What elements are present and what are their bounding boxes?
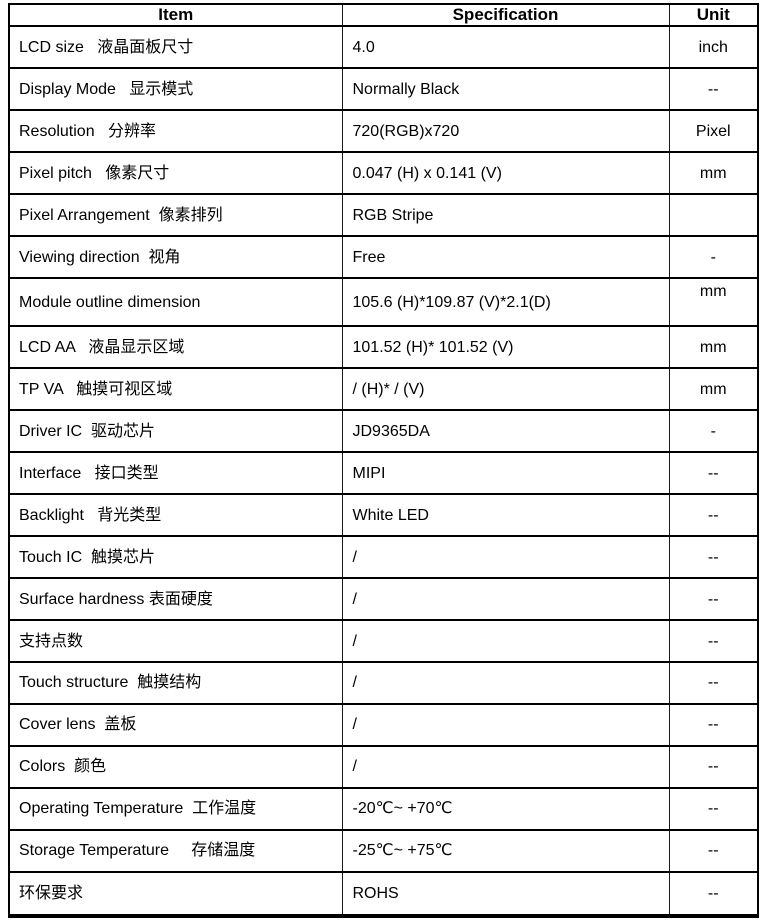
cell-item: Pixel pitch 像素尺寸 [9, 151, 342, 195]
table-row: LCD size 液晶面板尺寸 4.0 inch [9, 25, 758, 69]
table-row: Touch IC 触摸芯片 / -- [9, 535, 758, 579]
cell-spec: JD9365DA [341, 409, 669, 453]
cell-item: LCD AA 液晶显示区域 [9, 325, 342, 369]
table-row: Colors 颜色 / -- [9, 745, 758, 789]
cell-unit: mm [668, 325, 758, 369]
header-unit: Unit [668, 4, 758, 27]
cell-unit: - [668, 409, 758, 453]
cell-unit: -- [668, 787, 758, 831]
cell-item: Pixel Arrangement 像素排列 [9, 193, 342, 237]
cell-spec: / [341, 535, 669, 579]
cell-spec: -25℃~ +75℃ [341, 829, 669, 873]
cell-item: Operating Temperature 工作温度 [9, 787, 342, 831]
cell-item: Storage Temperature 存储温度 [9, 829, 342, 873]
cell-unit: -- [668, 703, 758, 747]
header-row: Item Specification Unit [9, 4, 758, 27]
cell-spec: White LED [341, 493, 669, 537]
cell-item: Backlight 背光类型 [9, 493, 342, 537]
cell-spec: RGB Stripe [341, 193, 669, 237]
cell-item: 环保要求 [9, 871, 342, 916]
table-row: Pixel pitch 像素尺寸 0.047 (H) x 0.141 (V) m… [9, 151, 758, 195]
header-specification: Specification [341, 4, 669, 27]
cell-unit: -- [668, 535, 758, 579]
cell-unit: -- [668, 745, 758, 789]
cell-unit: -- [668, 577, 758, 621]
cell-spec: Normally Black [341, 67, 669, 111]
cell-item: Touch structure 触摸结构 [9, 661, 342, 705]
cell-spec: 720(RGB)x720 [341, 109, 669, 153]
cell-item: Surface hardness 表面硬度 [9, 577, 342, 621]
cell-item: TP VA 触摸可视区域 [9, 367, 342, 411]
cell-spec: Free [341, 235, 669, 279]
table-row: 环保要求 ROHS -- [9, 871, 758, 916]
cell-unit: -- [668, 661, 758, 705]
cell-spec: 105.6 (H)*109.87 (V)*2.1(D) [341, 277, 669, 327]
cell-item: Cover lens 盖板 [9, 703, 342, 747]
cell-item: Module outline dimension [9, 277, 342, 327]
cell-spec: / [341, 619, 669, 663]
cell-spec: / [341, 703, 669, 747]
cell-unit: inch [668, 25, 758, 69]
cell-spec: MIPI [341, 451, 669, 495]
cell-unit: - [668, 235, 758, 279]
cell-unit: -- [668, 493, 758, 537]
table-row: Surface hardness 表面硬度 / -- [9, 577, 758, 621]
cell-item: Touch IC 触摸芯片 [9, 535, 342, 579]
table-row: Resolution 分辨率 720(RGB)x720 Pixel [9, 109, 758, 153]
header-item: Item [9, 4, 342, 27]
table-row: Driver IC 驱动芯片 JD9365DA - [9, 409, 758, 453]
cell-item: LCD size 液晶面板尺寸 [9, 25, 342, 69]
cell-unit: -- [668, 451, 758, 495]
cell-spec: 101.52 (H)* 101.52 (V) [341, 325, 669, 369]
cell-unit [668, 193, 758, 237]
cell-unit: mm [668, 277, 758, 327]
cell-unit: -- [668, 871, 758, 916]
cell-unit: -- [668, 829, 758, 873]
cell-spec: / [341, 661, 669, 705]
cell-spec: ROHS [341, 871, 669, 916]
table-row: Pixel Arrangement 像素排列 RGB Stripe [9, 193, 758, 237]
cell-spec: -20℃~ +70℃ [341, 787, 669, 831]
cell-spec: / (H)* / (V) [341, 367, 669, 411]
table-row: TP VA 触摸可视区域 / (H)* / (V) mm [9, 367, 758, 411]
cell-unit: -- [668, 619, 758, 663]
table-row: Viewing direction 视角 Free - [9, 235, 758, 279]
spec-table-header: Item Specification Unit [9, 4, 758, 27]
table-row: Storage Temperature 存储温度 -25℃~ +75℃ -- [9, 829, 758, 873]
spec-table-body: LCD size 液晶面板尺寸 4.0 inch Display Mode 显示… [9, 25, 758, 916]
cell-item: Driver IC 驱动芯片 [9, 409, 342, 453]
cell-unit: mm [668, 367, 758, 411]
cell-unit: mm [668, 151, 758, 195]
cell-item: Viewing direction 视角 [9, 235, 342, 279]
table-row: Backlight 背光类型 White LED -- [9, 493, 758, 537]
cell-item: Resolution 分辨率 [9, 109, 342, 153]
cell-spec: / [341, 577, 669, 621]
table-row: Module outline dimension 105.6 (H)*109.8… [9, 277, 758, 327]
cell-item: 支持点数 [9, 619, 342, 663]
spec-table: Item Specification Unit LCD size 液晶面板尺寸 … [8, 3, 759, 918]
cell-unit: -- [668, 67, 758, 111]
table-row: LCD AA 液晶显示区域 101.52 (H)* 101.52 (V) mm [9, 325, 758, 369]
cell-item: Display Mode 显示模式 [9, 67, 342, 111]
cell-item: Interface 接口类型 [9, 451, 342, 495]
table-row: Cover lens 盖板 / -- [9, 703, 758, 747]
cell-spec: 0.047 (H) x 0.141 (V) [341, 151, 669, 195]
table-row: Display Mode 显示模式 Normally Black -- [9, 67, 758, 111]
table-row: Touch structure 触摸结构 / -- [9, 661, 758, 705]
table-row: Interface 接口类型 MIPI -- [9, 451, 758, 495]
table-row: Operating Temperature 工作温度 -20℃~ +70℃ -- [9, 787, 758, 831]
cell-unit: Pixel [668, 109, 758, 153]
cell-item: Colors 颜色 [9, 745, 342, 789]
table-row: 支持点数 / -- [9, 619, 758, 663]
cell-spec: 4.0 [341, 25, 669, 69]
cell-spec: / [341, 745, 669, 789]
